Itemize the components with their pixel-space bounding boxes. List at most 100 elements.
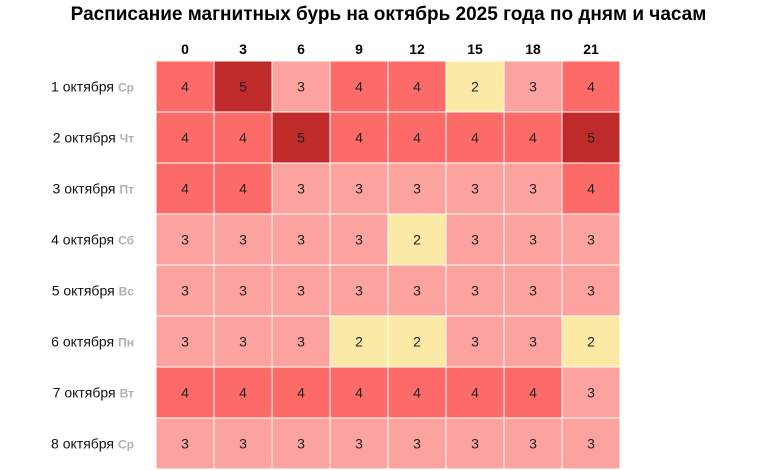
- heatmap-cell-value: 4: [413, 385, 421, 401]
- heatmap-cell: [271, 111, 331, 164]
- heatmap-cell-value: 2: [355, 334, 363, 350]
- heatmap-cell-value: 3: [529, 334, 537, 350]
- row-date: 2 октября: [53, 130, 116, 146]
- heatmap-cell-value: 3: [529, 436, 537, 452]
- row-weekday: Пн: [118, 336, 134, 350]
- heatmap-cell: [445, 264, 505, 317]
- heatmap-cell-value: 3: [355, 181, 363, 197]
- heatmap-cell-value: 3: [471, 334, 479, 350]
- heatmap-cell-value: 3: [297, 79, 305, 95]
- heatmap-cell: [503, 111, 563, 164]
- heatmap-cell-value: 3: [297, 334, 305, 350]
- heatmap-cell: [561, 417, 621, 470]
- heatmap-cell-value: 4: [239, 181, 247, 197]
- heatmap-cell-value: 3: [355, 232, 363, 248]
- heatmap-cell-value: 3: [297, 436, 305, 452]
- heatmap-cell: [155, 315, 215, 368]
- heatmap-cell-value: 3: [413, 181, 421, 197]
- heatmap-cell: [387, 60, 447, 113]
- heatmap-cell-value: 4: [239, 130, 247, 146]
- heatmap-cell-value: 4: [529, 385, 537, 401]
- heatmap-cell-value: 3: [471, 181, 479, 197]
- heatmap-cell-value: 3: [355, 283, 363, 299]
- heatmap-cell-value: 2: [587, 334, 595, 350]
- heatmap-cell-value: 2: [413, 334, 421, 350]
- heatmap-cell-value: 2: [413, 232, 421, 248]
- column-label-9: 9: [355, 41, 363, 57]
- heatmap-cell: [387, 366, 447, 419]
- heatmap-cell: [387, 213, 447, 266]
- heatmap-cell-value: 4: [355, 79, 363, 95]
- row-labels: 1 октября Ср 2 октября Чт 3 октября Пт 4 октяб…: [51, 79, 134, 452]
- heatmap-cell: [503, 417, 563, 470]
- heatmap-cell-value: 4: [181, 181, 189, 197]
- heatmap-cell-value: 4: [297, 385, 305, 401]
- row-date: 7 октября: [53, 385, 116, 401]
- heatmap-cell: [213, 366, 273, 419]
- row-label: 8 октября Ср: [51, 436, 134, 452]
- row-weekday: Вс: [119, 285, 135, 299]
- heatmap-cell-value: 5: [587, 130, 595, 146]
- heatmap-cell: [329, 315, 389, 368]
- heatmap-cell-value: 3: [297, 283, 305, 299]
- heatmap-cell: [445, 417, 505, 470]
- heatmap-cell: [561, 162, 621, 215]
- row-weekday: Вт: [120, 387, 135, 401]
- heatmap-cell: [329, 366, 389, 419]
- column-label-18: 18: [525, 41, 541, 57]
- heatmap-cell-value: 4: [529, 130, 537, 146]
- column-label-6: 6: [297, 41, 305, 57]
- heatmap-cell: [271, 315, 331, 368]
- heatmap-cell: [561, 213, 621, 266]
- heatmap-cell-value: 3: [297, 232, 305, 248]
- column-labels: 0 3 6 9 12 15 18 21: [181, 41, 599, 57]
- heatmap-cell: [561, 111, 621, 164]
- heatmap-cell-value: 3: [413, 436, 421, 452]
- heatmap-cell-value: 3: [239, 334, 247, 350]
- heatmap-cell-value: 4: [181, 130, 189, 146]
- column-label-0: 0: [181, 41, 189, 57]
- heatmap-cell-value: 3: [181, 334, 189, 350]
- heatmap-cell-value: 3: [471, 436, 479, 452]
- row-label: 4 октября Сб: [51, 232, 134, 248]
- heatmap-cell-value: 4: [239, 385, 247, 401]
- heatmap-cell-value: 3: [529, 283, 537, 299]
- heatmap-cell: [503, 366, 563, 419]
- column-label-15: 15: [467, 41, 483, 57]
- heatmap-cell-value: 4: [355, 385, 363, 401]
- column-label-12: 12: [409, 41, 425, 57]
- heatmap-cell: [213, 162, 273, 215]
- heatmap-cell: [387, 264, 447, 317]
- heatmap-cell: [271, 366, 331, 419]
- heatmap-cell-value: 3: [181, 436, 189, 452]
- heatmap-cell: [561, 60, 621, 113]
- heatmap-cell: [329, 111, 389, 164]
- row-label: 3 октября Пт: [53, 181, 135, 197]
- heatmap-cell-value: 5: [239, 79, 247, 95]
- heatmap-cell-value: 3: [181, 283, 189, 299]
- heatmap-cell: [329, 264, 389, 317]
- heatmap-cell: [387, 111, 447, 164]
- heatmap-cell-value: 4: [587, 181, 595, 197]
- row-weekday: Пт: [119, 183, 134, 197]
- row-label: 1 октября Ср: [51, 79, 134, 95]
- heatmap-cell: [445, 60, 505, 113]
- heatmap-cell: [213, 315, 273, 368]
- heatmap-cell-value: 3: [529, 232, 537, 248]
- heatmap-cell-value: 4: [181, 385, 189, 401]
- row-label: 6 октября Пн: [51, 334, 134, 350]
- heatmap-cell: [561, 366, 621, 419]
- heatmap-cell-value: 3: [239, 232, 247, 248]
- heatmap-cell: [271, 213, 331, 266]
- heatmap-cell: [503, 60, 563, 113]
- row-date: 1 октября: [51, 79, 114, 95]
- heatmap-cell: [445, 366, 505, 419]
- heatmap-cells: 4 5 3 4 4 2 3 4 4 4 5 4 4 4 4 5 4 4 3 3 3 3 3 4 3 3 3 3 2 3 3 3 3 3 3 3 3 3 3 3…: [155, 60, 621, 470]
- heatmap-cell-value: 3: [587, 232, 595, 248]
- heatmap-cell: [213, 264, 273, 317]
- heatmap-cell-value: 4: [413, 130, 421, 146]
- heatmap-cell-value: 3: [355, 436, 363, 452]
- row-date: 4 октября: [51, 232, 114, 248]
- column-label-21: 21: [583, 41, 599, 57]
